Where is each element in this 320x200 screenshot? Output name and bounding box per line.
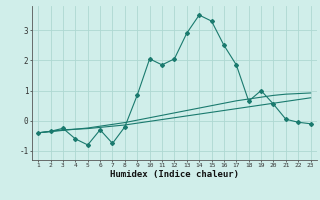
X-axis label: Humidex (Indice chaleur): Humidex (Indice chaleur) bbox=[110, 170, 239, 179]
